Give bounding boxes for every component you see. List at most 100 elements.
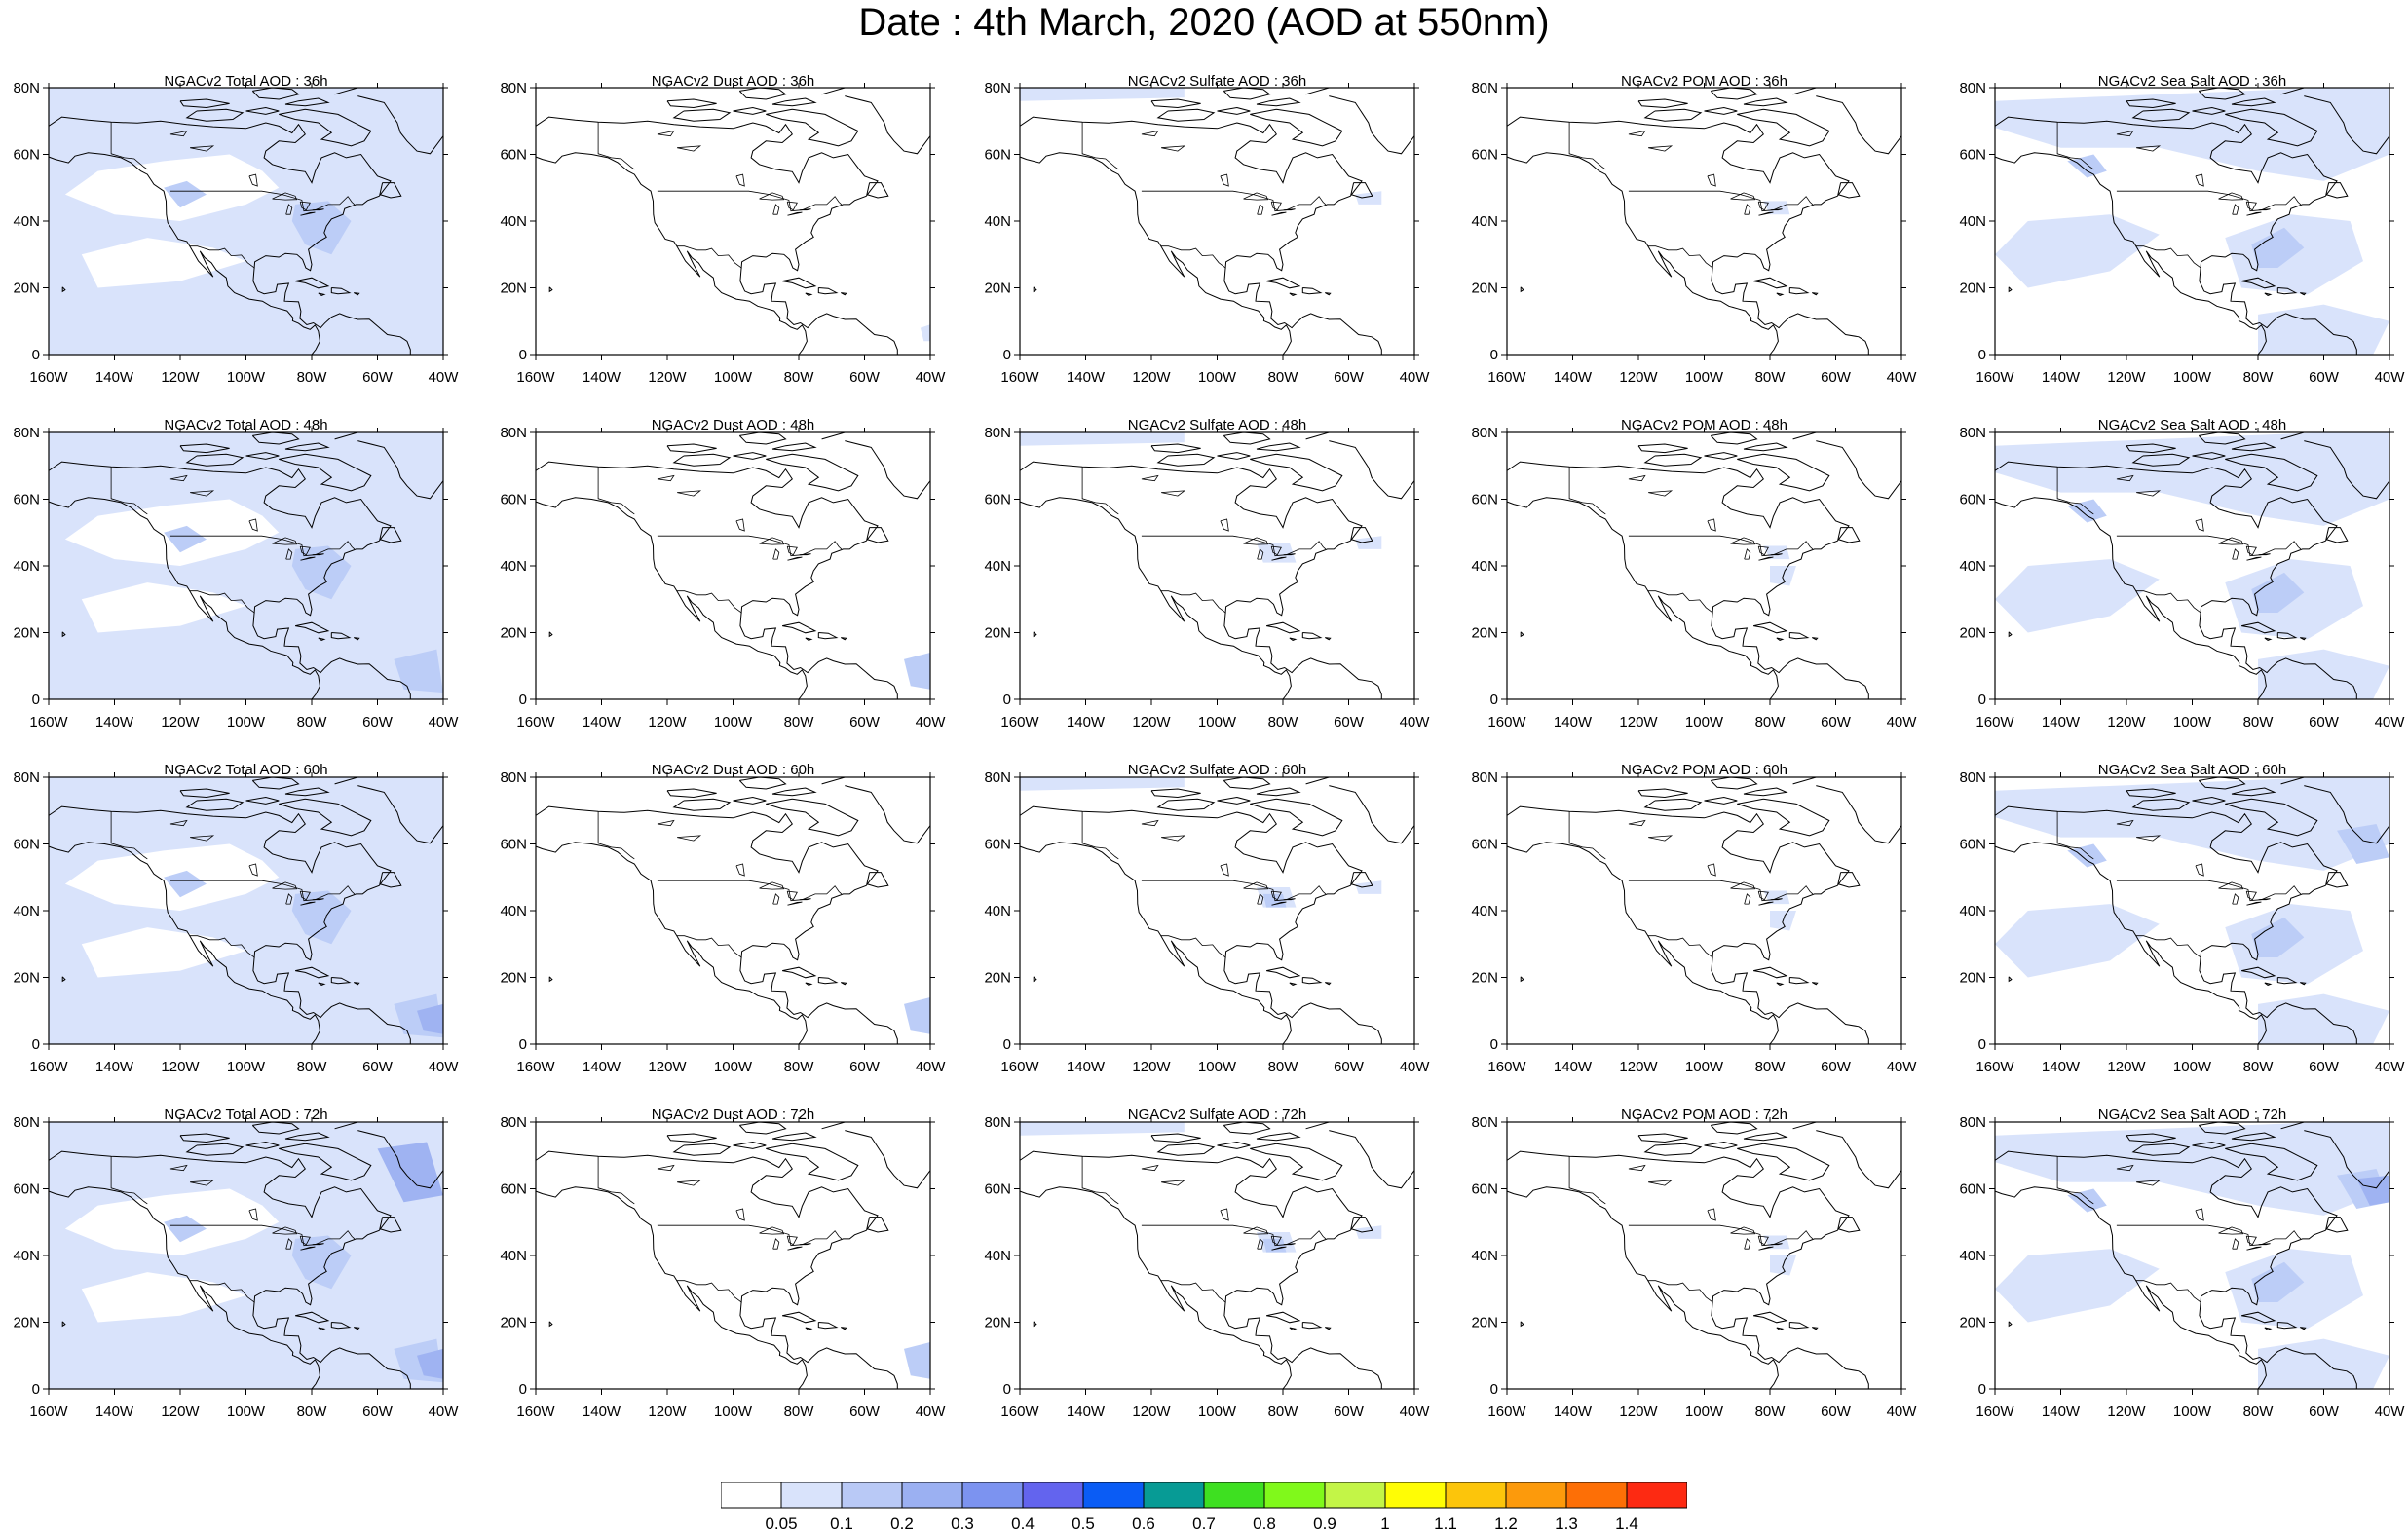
island-outline: [2008, 286, 2013, 293]
island-outline: [1266, 621, 1301, 634]
island-outline: [1743, 97, 1788, 107]
coastline: [845, 1130, 930, 1189]
lat-tick-label: 80N: [984, 1114, 1011, 1131]
lake-outline: [1730, 1226, 1756, 1235]
lon-tick-label: 120W: [1132, 1059, 1171, 1075]
colorbar-swatch: [1143, 1482, 1205, 1509]
island-outline: [866, 527, 889, 543]
country-border: [1568, 467, 1606, 515]
island-outline: [771, 1132, 817, 1142]
island-outline: [1301, 1322, 1323, 1330]
country-border: [676, 590, 742, 614]
island-outline: [1811, 292, 1819, 296]
lake-outline: [657, 1164, 675, 1172]
lon-tick-label: 120W: [648, 1404, 687, 1420]
panel-title: NGACv2 Total AOD : 72h: [164, 1106, 327, 1123]
coastline: [1995, 842, 2267, 1044]
island-outline: [738, 88, 787, 100]
panel-title: NGACv2 POM AOD : 60h: [1621, 762, 1787, 778]
coastline: [1329, 95, 1414, 155]
lake-outline: [677, 490, 702, 497]
island-outline: [1776, 1327, 1785, 1330]
lake-outline: [787, 211, 803, 216]
lon-tick-label: 140W: [1067, 1404, 1106, 1420]
coastline: [536, 461, 898, 699]
aod-shading: [49, 1122, 443, 1389]
lake-outline: [2195, 518, 2204, 532]
coastline: [1329, 440, 1414, 500]
lake-outline: [2232, 1238, 2239, 1250]
lon-tick-label: 120W: [1132, 714, 1171, 731]
lake-outline: [1270, 201, 1282, 211]
lon-tick-label: 80W: [297, 714, 328, 731]
coastline: [536, 116, 898, 355]
lat-tick-label: 40N: [13, 558, 40, 575]
aod-shading: [1995, 88, 2389, 355]
coastline: [49, 461, 411, 699]
lat-tick-label: 0: [1978, 347, 1986, 363]
island-outline: [2231, 97, 2276, 107]
lon-tick-label: 160W: [1975, 714, 2014, 731]
island-outline: [179, 788, 230, 799]
island-outline: [548, 1321, 553, 1328]
lake-outline: [759, 1226, 785, 1235]
panel-title: NGACv2 Total AOD : 36h: [164, 73, 327, 90]
island-outline: [1811, 982, 1819, 986]
country-border: [597, 122, 635, 170]
aod-contour-region: [2356, 1175, 2389, 1206]
lat-tick-label: 20N: [1471, 281, 1498, 297]
lake-outline: [1257, 204, 1264, 215]
coastline: [2280, 777, 2346, 785]
aod-contour-region: [1355, 536, 1382, 549]
lake-outline: [2246, 211, 2262, 216]
lon-tick-label: 100W: [1198, 714, 1237, 731]
coastline: [1792, 777, 1858, 785]
island-outline: [548, 976, 553, 983]
coastline: [357, 440, 443, 500]
lon-tick-label: 120W: [1619, 1059, 1658, 1075]
island-outline: [1520, 286, 1524, 293]
island-outline: [318, 637, 326, 641]
island-outline: [1704, 1141, 1738, 1149]
map-frame: [535, 87, 931, 356]
colorbar-label: 1.2: [1494, 1515, 1518, 1531]
island-outline: [1737, 453, 1830, 492]
island-outline: [1266, 277, 1301, 289]
aod-contour-region: [2251, 227, 2305, 268]
country-border: [597, 467, 635, 515]
island-outline: [738, 777, 787, 790]
lake-outline: [1648, 490, 1674, 497]
lake-outline: [2136, 145, 2162, 152]
lat-tick-label: 60N: [500, 492, 527, 508]
island-outline: [251, 88, 300, 100]
panel-title: NGACv2 Sulfate AOD : 36h: [1128, 73, 1306, 90]
island-outline: [1223, 777, 1271, 790]
colorbar-swatch: [1445, 1482, 1507, 1509]
aod-contour-region: [81, 582, 246, 633]
lat-tick-label: 20N: [1471, 970, 1498, 987]
lon-tick-label: 40W: [1400, 1404, 1431, 1420]
coastlines: [49, 432, 443, 699]
lon-tick-label: 160W: [1487, 1404, 1526, 1420]
coastline: [334, 432, 399, 440]
lake-outline: [312, 208, 324, 211]
lat-tick-label: 0: [1978, 1381, 1986, 1398]
coastline: [1020, 461, 1382, 699]
aod-contour-region: [1995, 777, 2389, 871]
coastline: [821, 432, 886, 440]
island-outline: [179, 1133, 230, 1143]
lake-outline: [1243, 881, 1269, 890]
island-outline: [1301, 977, 1323, 985]
coastline: [334, 88, 399, 95]
coastline: [1020, 152, 1292, 355]
island-outline: [2126, 1133, 2176, 1143]
island-outline: [295, 277, 330, 289]
island-outline: [2276, 1322, 2298, 1330]
lake-outline: [169, 130, 188, 137]
country-border: [1568, 811, 1606, 860]
island-outline: [766, 453, 859, 492]
island-outline: [61, 976, 66, 983]
island-outline: [2325, 527, 2349, 543]
island-outline: [1637, 443, 1688, 454]
country-border: [1160, 245, 1226, 269]
